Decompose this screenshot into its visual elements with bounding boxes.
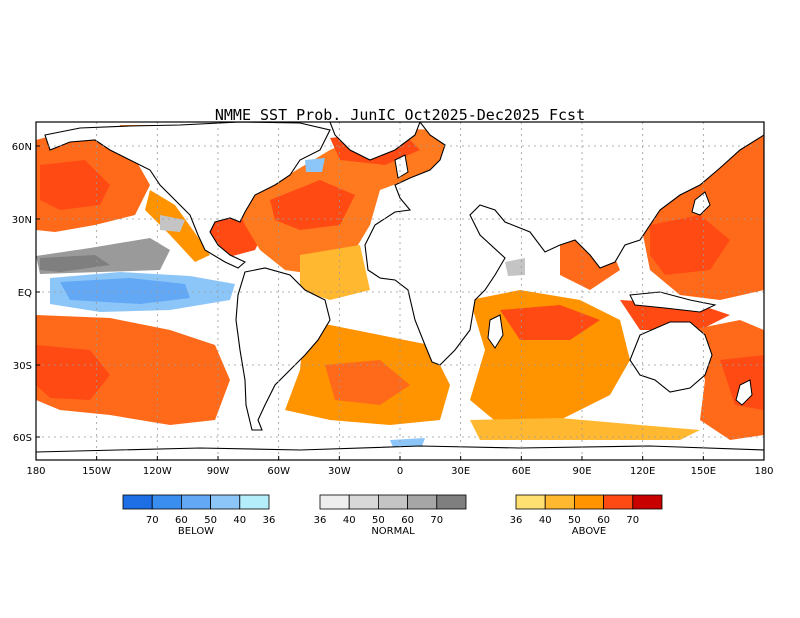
lon-tick-label: 60E [512, 466, 531, 477]
map-title: NMME SST Prob. JunIC Oct2025-Dec2025 Fcs… [215, 106, 585, 124]
legend-swatch [515, 494, 546, 510]
legend-value-label: 50 [204, 515, 217, 526]
lat-tick-label: 60N [12, 142, 32, 153]
south-america-land [235, 267, 331, 431]
lon-tick-label: 60W [267, 466, 290, 477]
lon-tick-label: 180 [26, 466, 45, 477]
lon-tick-label: 0 [397, 466, 403, 477]
lon-tick-label: 30E [451, 466, 470, 477]
legend-swatch [574, 494, 605, 510]
legend-below: 70 60 50 40 36 BELOW [122, 494, 276, 537]
legend-category-label: ABOVE [572, 526, 606, 537]
above-region [36, 345, 110, 400]
north-america-land [44, 122, 331, 269]
legend-value-label: 60 [597, 515, 610, 526]
lat-tick-label: 30S [13, 361, 32, 372]
lon-tick-label: 120E [630, 466, 655, 477]
above-region [720, 355, 764, 410]
legend-value-label: 70 [430, 515, 443, 526]
legend-value-label: 36 [510, 515, 523, 526]
lon-tick-label: 150E [691, 466, 716, 477]
below-region [305, 158, 325, 172]
above-region [270, 180, 355, 230]
legend-swatch [239, 494, 270, 510]
legend-value-label: 70 [626, 515, 639, 526]
legend-swatch [377, 494, 408, 510]
legend-swatch [151, 494, 182, 510]
graticule [36, 122, 764, 460]
above-region [235, 128, 470, 275]
lon-tick-label: 90W [207, 466, 230, 477]
lon-tick-label: 30W [328, 466, 351, 477]
normal-region [40, 255, 110, 272]
legend-value-label: 50 [372, 515, 385, 526]
legend-swatch [319, 494, 350, 510]
lon-tick-label: 150W [82, 466, 111, 477]
legend-swatch [122, 494, 153, 510]
above-region [650, 215, 730, 275]
legend-category-label: NORMAL [371, 526, 415, 537]
japan-land [691, 191, 711, 216]
legend-swatch [210, 494, 241, 510]
legend-swatch [180, 494, 211, 510]
legend-swatch [348, 494, 379, 510]
above-region [325, 360, 410, 405]
legend-value-label: 50 [568, 515, 581, 526]
normal-region [160, 215, 185, 232]
greenland-land [329, 122, 421, 161]
lat-tick-label: EQ [18, 288, 32, 299]
australia-land [629, 321, 713, 393]
legend-value-label: 36 [263, 515, 276, 526]
legend-value-label: 60 [401, 515, 414, 526]
above-region [40, 160, 110, 210]
eurasia-africa-land [364, 122, 764, 366]
lon-tick-label: 120W [143, 466, 172, 477]
legend-normal: 36 40 50 60 70 NORMAL [314, 494, 467, 537]
lon-tick-label: 90E [572, 466, 591, 477]
legend-swatch [603, 494, 634, 510]
legend-value-label: 40 [539, 515, 552, 526]
longitude-labels: 180 150W 120W 90W 60W 30W 0 30E 60E 90E 120E 150E 18… [26, 456, 774, 477]
legend-swatch [436, 494, 467, 510]
lat-tick-label: 60S [13, 433, 32, 444]
new-zealand-land [735, 379, 753, 406]
legend-swatch [544, 494, 575, 510]
above-region [500, 305, 600, 340]
legend-value-label: 40 [233, 515, 246, 526]
map-area [36, 122, 764, 460]
legend-value-label: 36 [314, 515, 327, 526]
above-region [300, 245, 370, 300]
lat-tick-label: 30N [12, 215, 32, 226]
legend-swatch [407, 494, 438, 510]
legend-value-label: 70 [146, 515, 159, 526]
legend-above: 36 40 50 60 70 ABOVE [510, 494, 663, 537]
uk-land [394, 154, 409, 179]
legend-swatch [632, 494, 663, 510]
legend-value-label: 60 [175, 515, 188, 526]
normal-region [505, 258, 525, 276]
lon-tick-label: 180 [754, 466, 773, 477]
legend-category-label: BELOW [178, 526, 214, 537]
madagascar-land [487, 314, 504, 349]
latitude-labels: 60N 30N EQ 30S 60S [12, 142, 40, 444]
legend-value-label: 40 [343, 515, 356, 526]
indonesia-land [629, 291, 717, 313]
